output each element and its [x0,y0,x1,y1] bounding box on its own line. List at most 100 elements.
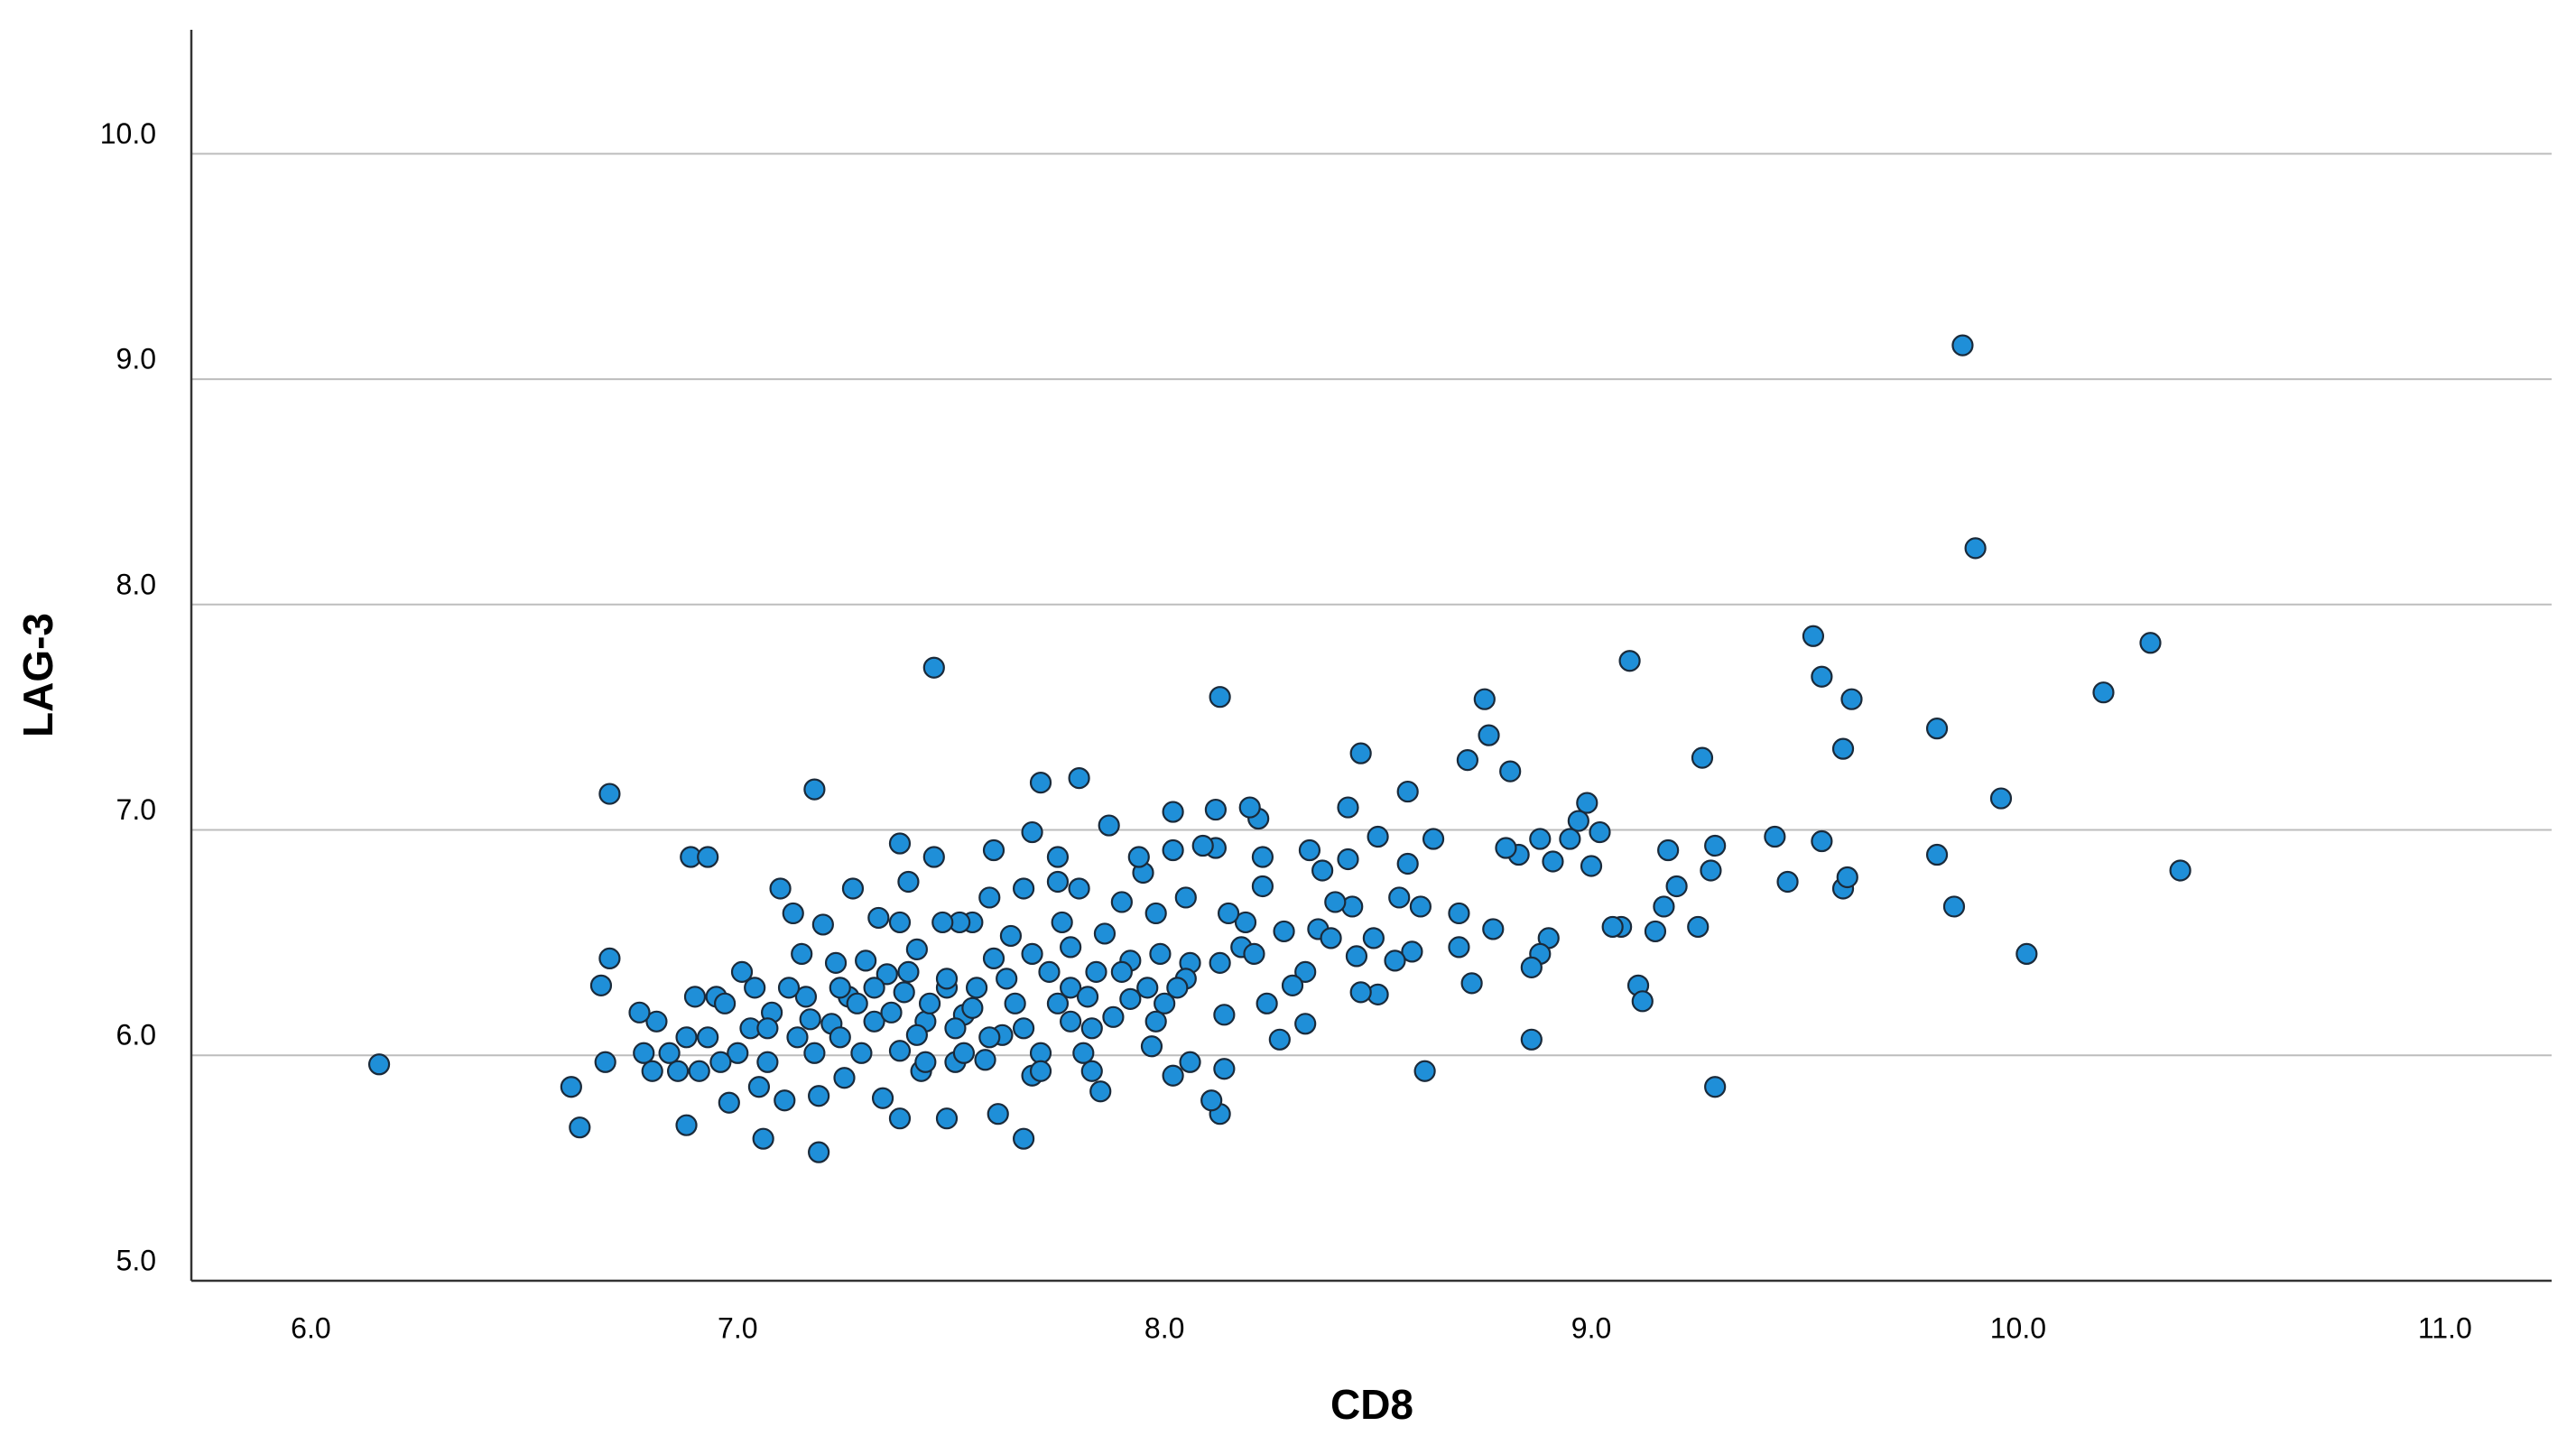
point [1964,537,1987,560]
x-tick-label: 9.0 [1571,1311,1611,1344]
point [756,1017,779,1040]
point [713,992,737,1014]
point [1388,886,1411,909]
point [1653,895,1675,918]
point [897,870,920,894]
point [1499,760,1522,783]
point [1060,936,1082,959]
point [1951,334,1974,357]
point [675,1026,698,1049]
point [1989,787,2013,810]
point [1013,1017,1035,1040]
point [918,992,941,1014]
point [786,1026,809,1049]
point [2169,859,2191,882]
point [982,838,1005,862]
point [744,977,766,999]
point [982,947,1005,969]
point [1448,902,1470,925]
point [803,1042,826,1064]
point [1162,801,1184,823]
point [1687,915,1710,939]
point [1021,942,1043,965]
point [888,832,912,855]
point [1179,1051,1201,1073]
point [1349,742,1372,764]
point [1601,915,1624,939]
point [2015,942,2038,965]
x-axis-title: CD8 [1330,1381,1413,1428]
point [1700,859,1722,882]
point [1136,977,1159,999]
point [1089,1080,1112,1103]
point [1345,945,1368,968]
point [1520,956,1543,978]
point [683,986,707,1008]
point [1154,992,1176,1014]
point [987,1103,1009,1125]
point [1243,942,1265,965]
point [1298,838,1321,862]
point [1068,877,1090,900]
point [697,846,719,868]
point [1166,977,1189,999]
point [1127,846,1150,868]
point [598,783,621,805]
point [1448,936,1470,959]
x-tick-label: 7.0 [718,1311,757,1344]
point [1072,1042,1095,1064]
point [1217,902,1240,925]
point [1367,825,1389,848]
point [1046,870,1070,894]
point [952,1042,976,1064]
point [1580,855,1603,877]
point [978,1026,1001,1049]
point [1529,828,1552,850]
point [888,911,912,934]
point [888,1107,912,1130]
point [1409,895,1432,918]
point [666,1060,690,1082]
point [1384,949,1406,972]
point [1644,920,1667,943]
point [829,977,851,999]
point [752,1127,774,1150]
point [1076,986,1099,1008]
point [893,981,915,1004]
point [1559,828,1581,850]
point [1631,990,1654,1013]
point [1460,972,1483,995]
point [867,906,890,930]
point [888,1040,912,1062]
point [1273,920,1295,943]
point [935,1107,959,1130]
point [846,992,868,1014]
point [1098,814,1120,837]
point [1268,1028,1291,1051]
point [1362,927,1385,949]
point [863,1010,885,1033]
point [1038,960,1061,983]
point [1482,918,1505,940]
point [1589,820,1611,844]
point [1831,737,1855,760]
y-tick-label: 5.0 [116,1244,156,1276]
point [1281,974,1304,996]
point [1162,1064,1184,1087]
point [855,949,877,972]
point [569,1116,591,1139]
point [2139,632,2162,654]
point [1046,992,1070,1014]
point [1413,1060,1436,1082]
point [2092,681,2115,704]
point [1234,911,1257,934]
point [1093,922,1117,945]
point [1396,852,1419,875]
point [1251,846,1274,868]
point [1320,927,1342,949]
point [594,1051,616,1073]
point [1802,625,1825,647]
point [905,938,928,960]
point [1209,951,1231,974]
